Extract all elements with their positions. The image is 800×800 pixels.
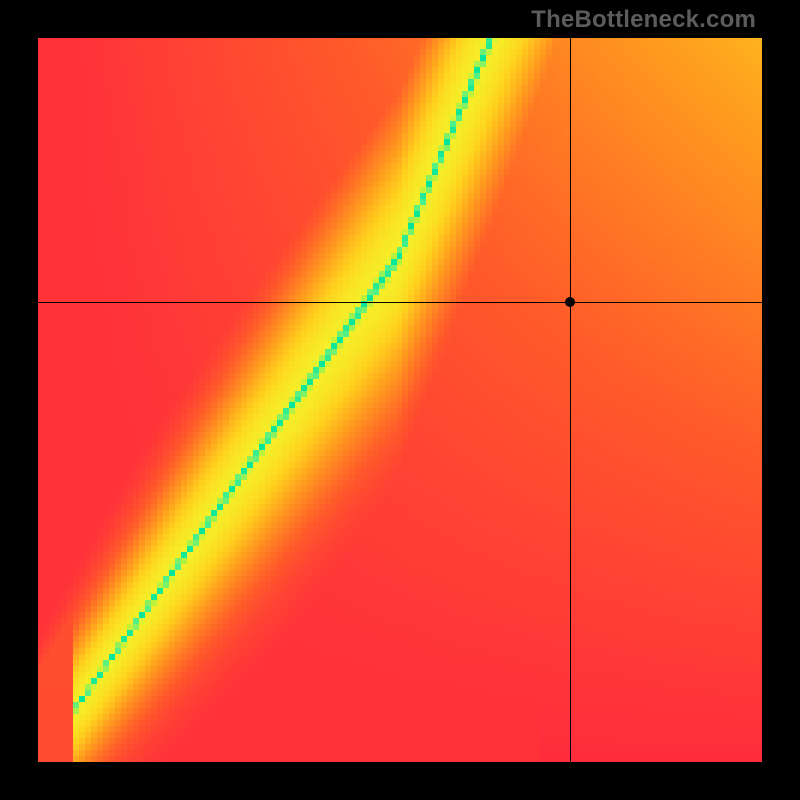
crosshair-horizontal — [38, 302, 762, 303]
chart-container: TheBottleneck.com — [0, 0, 800, 800]
crosshair-marker — [565, 297, 575, 307]
source-watermark: TheBottleneck.com — [531, 6, 756, 34]
heatmap-canvas — [38, 38, 762, 762]
heatmap-plot — [38, 38, 762, 762]
crosshair-vertical — [570, 38, 571, 762]
